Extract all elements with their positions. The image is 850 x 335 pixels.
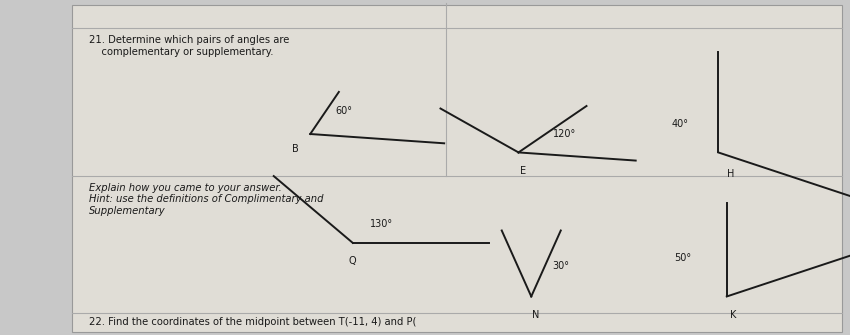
Text: H: H	[728, 169, 734, 179]
Text: N: N	[532, 310, 539, 320]
Text: 130°: 130°	[370, 219, 393, 229]
FancyBboxPatch shape	[72, 5, 842, 332]
Text: 22. Find the coordinates of the midpoint between T(-11, 4) and P(: 22. Find the coordinates of the midpoint…	[89, 317, 416, 327]
Text: E: E	[519, 166, 526, 176]
Text: 120°: 120°	[552, 129, 575, 139]
Text: Explain how you came to your answer.
Hint: use the definitions of Complimentary : Explain how you came to your answer. Hin…	[89, 183, 324, 216]
Text: 60°: 60°	[336, 106, 353, 116]
Text: K: K	[730, 310, 737, 320]
Text: 50°: 50°	[674, 253, 691, 263]
Text: B: B	[292, 144, 298, 154]
Text: 40°: 40°	[672, 119, 688, 129]
Text: 21. Determine which pairs of angles are
    complementary or supplementary.: 21. Determine which pairs of angles are …	[89, 35, 290, 57]
Text: Q: Q	[349, 256, 356, 266]
Text: 30°: 30°	[552, 261, 570, 271]
